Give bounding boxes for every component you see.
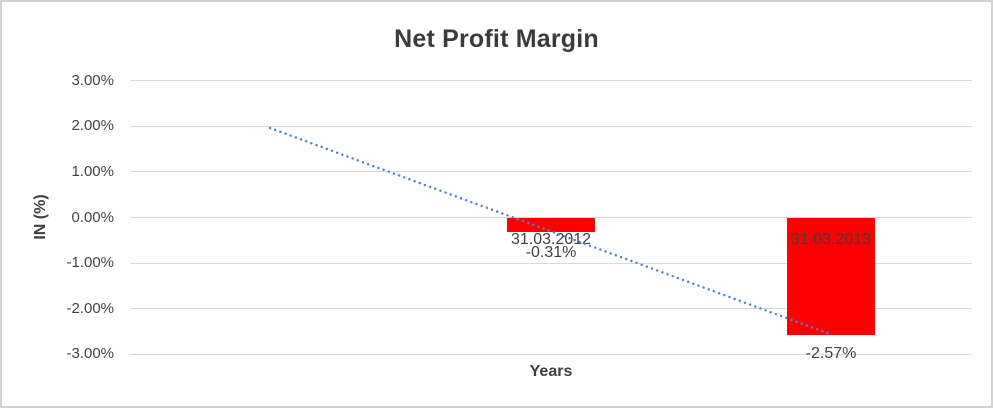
gridline xyxy=(130,353,972,355)
y-tick-label: 2.00% xyxy=(71,117,114,135)
y-tick-label: -2.00% xyxy=(66,299,114,317)
data-label: -2.57% xyxy=(805,345,857,362)
category-label: 31.03.2013 xyxy=(790,231,872,248)
bar-31.03.2012 xyxy=(507,217,595,232)
y-tick-label: 3.00% xyxy=(71,71,114,89)
y-tick-label: 0.00% xyxy=(71,208,114,226)
y-tick-label: -1.00% xyxy=(66,254,114,272)
x-axis-title: Years xyxy=(529,363,573,380)
chart-title: Net Profit Margin xyxy=(394,25,599,53)
gridline xyxy=(130,171,972,173)
gridline xyxy=(130,80,972,82)
y-tick-label: 1.00% xyxy=(71,162,114,180)
data-label: -0.31% xyxy=(525,244,577,261)
y-tick-label: -3.00% xyxy=(66,345,114,363)
gridline xyxy=(130,125,972,127)
